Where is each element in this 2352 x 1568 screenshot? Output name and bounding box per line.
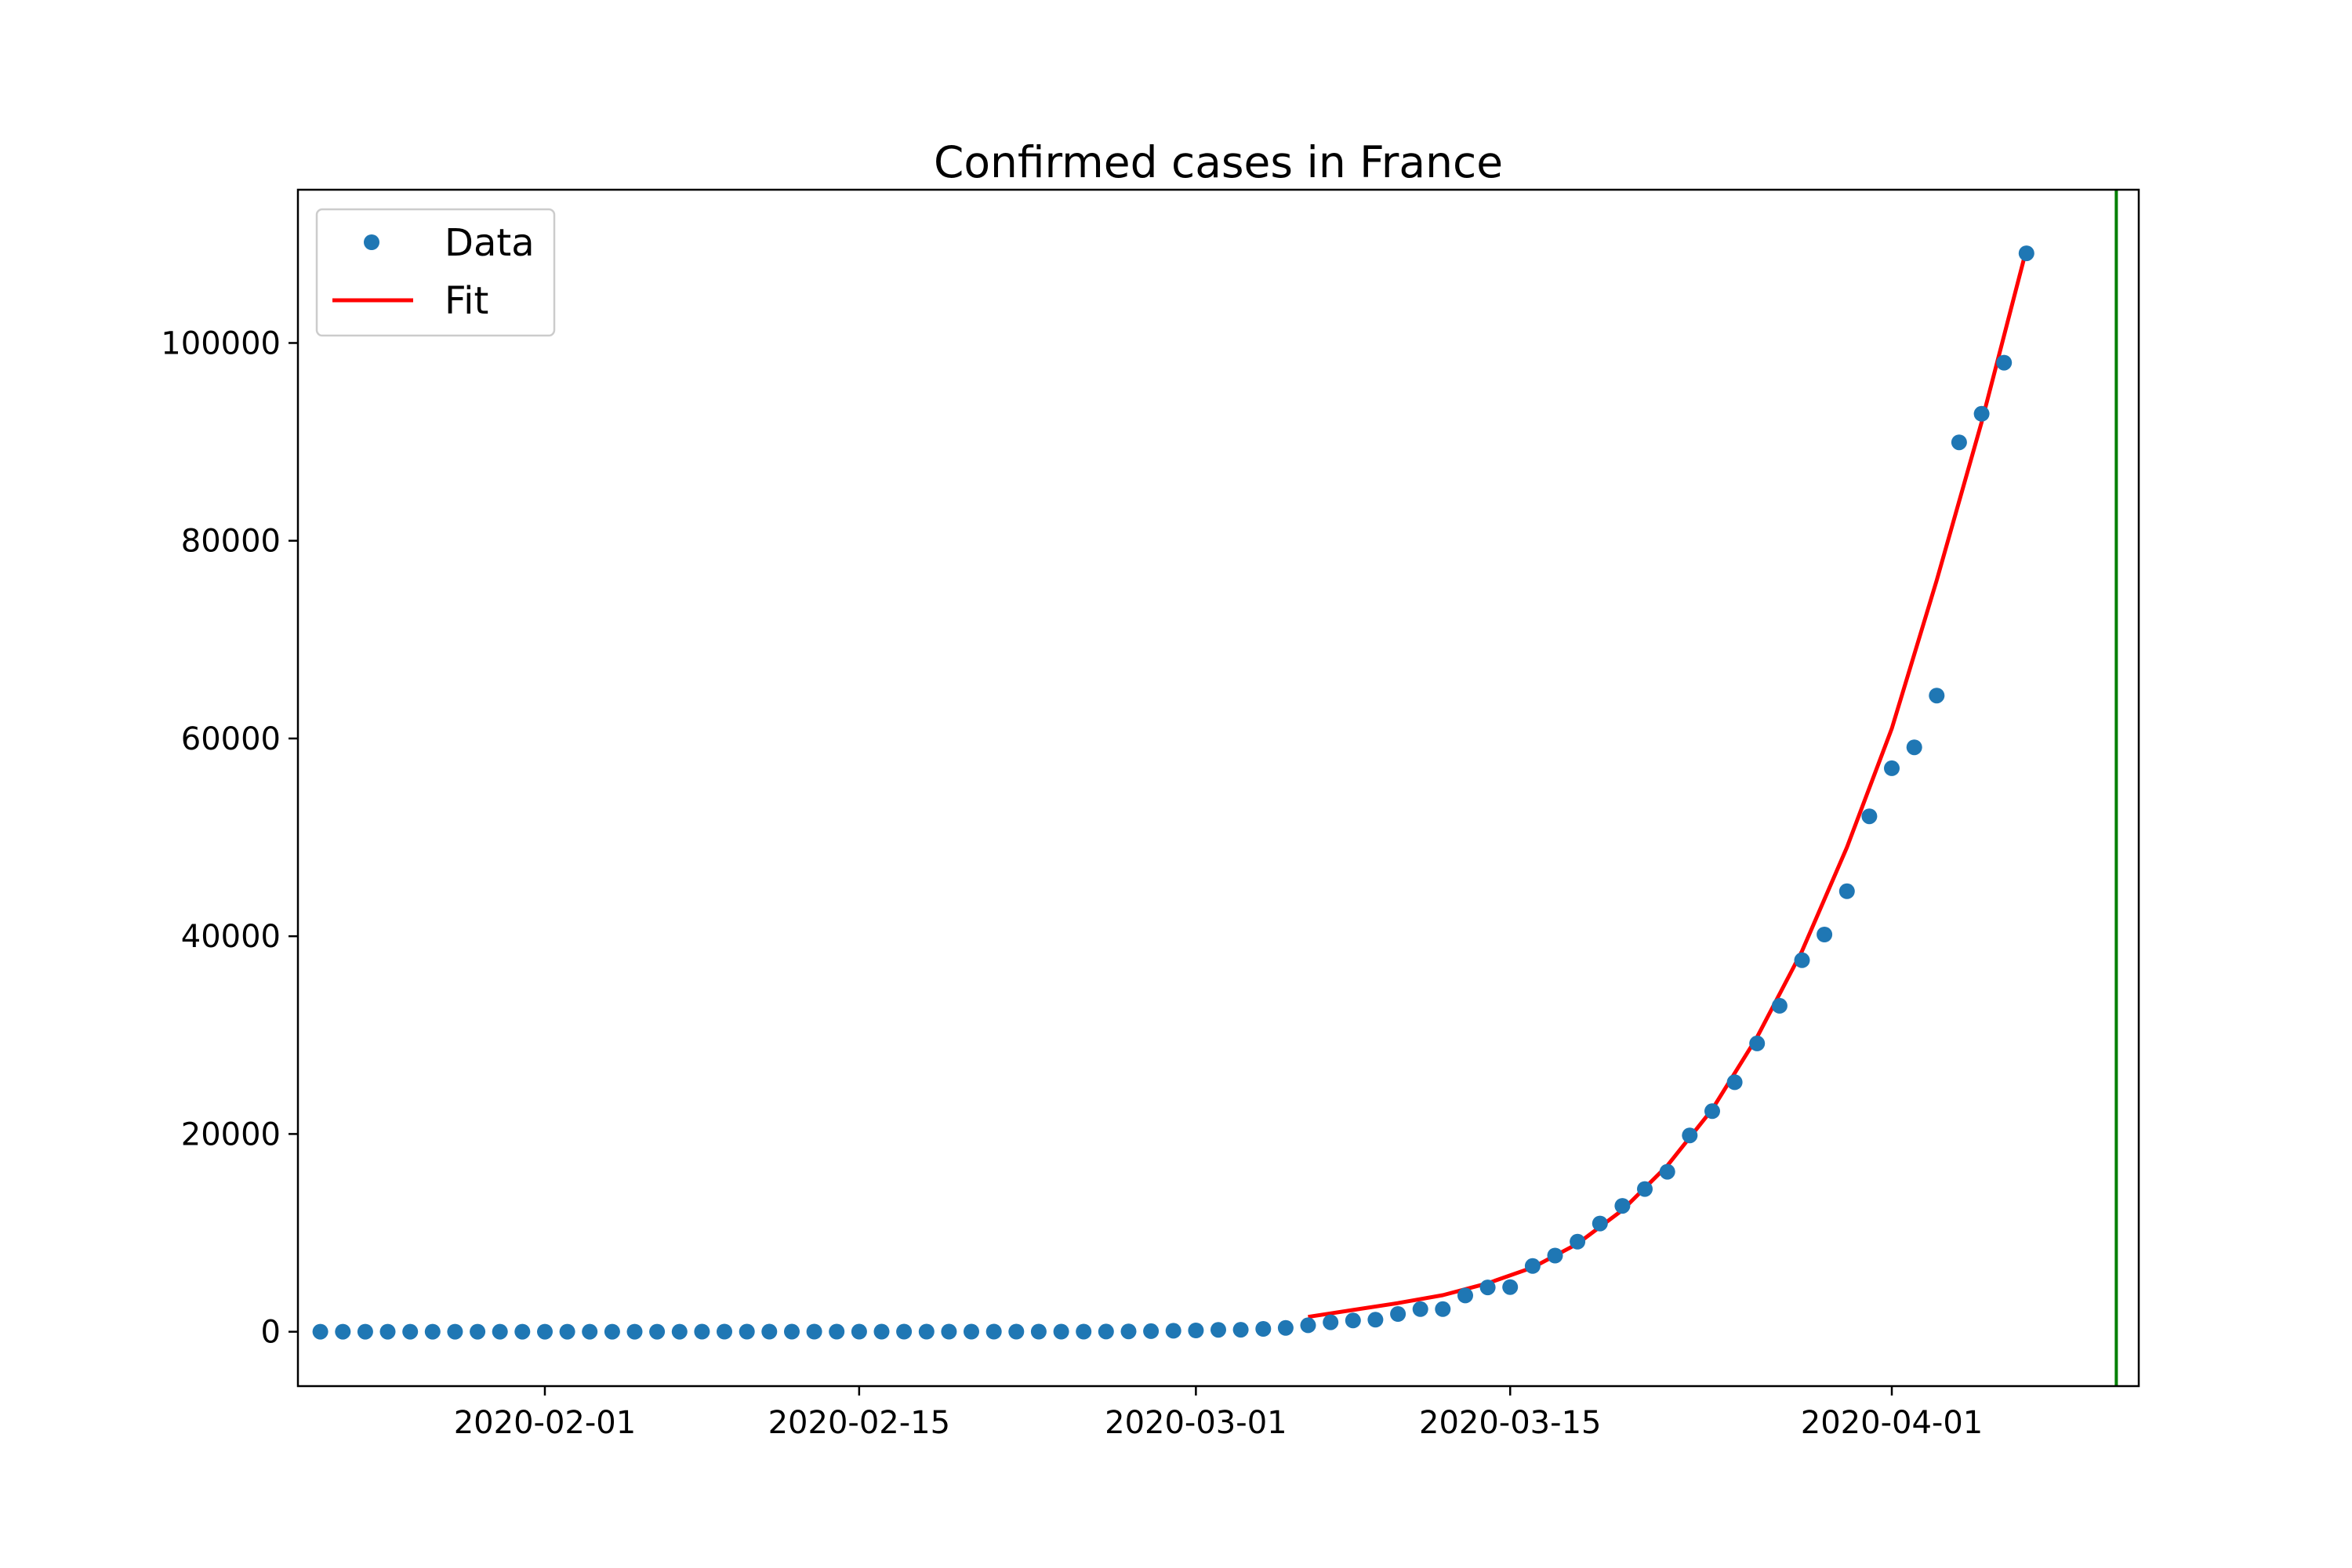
data-point: [1008, 1323, 1025, 1340]
data-point: [964, 1323, 979, 1340]
data-point: [1996, 354, 2013, 371]
data-point: [671, 1323, 688, 1340]
x-tick-label: 2020-04-01: [1801, 1405, 1983, 1441]
data-point: [739, 1323, 755, 1340]
data-point: [918, 1323, 935, 1340]
data-point: [784, 1323, 800, 1340]
data-point: [1188, 1323, 1204, 1338]
data-point: [1771, 997, 1788, 1014]
data-point: [1524, 1258, 1541, 1274]
data-point: [1659, 1163, 1675, 1180]
data-point: [1973, 405, 1990, 422]
data-point: [1929, 688, 1945, 704]
data-point: [1502, 1279, 1519, 1295]
data-point: [806, 1323, 822, 1340]
data-point: [1165, 1323, 1181, 1339]
x-tick-label: 2020-02-01: [454, 1405, 636, 1441]
data-point: [312, 1323, 328, 1340]
data-point: [985, 1323, 1002, 1340]
data-point: [1323, 1314, 1339, 1330]
data-point: [1884, 760, 1900, 776]
data-point: [1704, 1103, 1720, 1120]
axes: 2020-02-01 2020-02-15 2020-03-01 2020-03-15…: [161, 188, 2140, 1441]
data-point: [447, 1323, 463, 1340]
data-point: [1951, 434, 1967, 451]
data-point: [1053, 1323, 1069, 1340]
data-point: [1076, 1323, 1092, 1340]
data-point: [604, 1323, 620, 1340]
data-point: [1614, 1198, 1631, 1214]
data-point: [1794, 952, 1810, 968]
y-tick-label: 20000: [181, 1116, 281, 1152]
data-point: [1838, 883, 1855, 899]
data-point: [1232, 1322, 1249, 1338]
legend-label-fit: Fit: [445, 279, 488, 323]
data-point: [1749, 1035, 1766, 1051]
data-point: [1143, 1323, 1160, 1339]
data-point: [626, 1323, 643, 1340]
data-point: [1367, 1312, 1384, 1328]
data-point: [2018, 245, 2034, 262]
data-point: [717, 1323, 732, 1340]
data-point: [896, 1323, 913, 1340]
data-point: [1300, 1317, 1316, 1334]
data-point: [379, 1323, 396, 1340]
data-point: [1255, 1321, 1272, 1337]
data-point: [1726, 1074, 1743, 1091]
legend-marker-data: [364, 234, 379, 250]
data-point: [1120, 1323, 1137, 1340]
data-point: [1479, 1279, 1496, 1296]
data-point: [1098, 1323, 1114, 1340]
y-tick-label: 60000: [181, 721, 281, 757]
y-tick-label: 100000: [161, 325, 281, 361]
plot-area: [312, 190, 2118, 1386]
data-point: [829, 1323, 845, 1340]
x-tick-label: 2020-03-01: [1105, 1405, 1287, 1441]
x-tick-label: 2020-03-15: [1419, 1405, 1601, 1441]
data-point: [424, 1323, 441, 1340]
data-point: [514, 1323, 531, 1340]
data-point: [1030, 1323, 1047, 1340]
data-point: [694, 1323, 710, 1340]
data-point: [1435, 1301, 1451, 1317]
legend: Data Fit: [315, 208, 556, 337]
data-point: [1861, 808, 1878, 825]
fit-line: [1308, 249, 2029, 1319]
data-point: [1906, 739, 1922, 756]
axes-frame: [296, 188, 2140, 1388]
data-point: [1390, 1306, 1406, 1322]
data-point: [1277, 1319, 1294, 1336]
data-point: [1210, 1322, 1226, 1338]
data-point: [1547, 1247, 1563, 1264]
data-point: [1570, 1233, 1586, 1250]
chart-title: Confirmed cases in France: [934, 137, 1503, 187]
data-point: [1412, 1301, 1428, 1317]
data-point: [1637, 1181, 1653, 1197]
data-point: [402, 1323, 419, 1340]
data-point: [1682, 1127, 1698, 1144]
legend-label-data: Data: [445, 221, 535, 265]
data-point: [470, 1323, 486, 1340]
y-tick-label: 0: [261, 1315, 281, 1351]
data-point: [873, 1323, 890, 1340]
data-point: [492, 1323, 508, 1340]
data-point: [1345, 1312, 1361, 1329]
data-point: [537, 1323, 553, 1340]
data-point: [1457, 1287, 1473, 1304]
data-point: [582, 1323, 598, 1340]
data-point: [1592, 1215, 1608, 1232]
data-point: [559, 1323, 575, 1340]
data-point: [1817, 927, 1833, 942]
y-tick-label: 80000: [181, 524, 281, 560]
data-point: [649, 1323, 666, 1340]
data-point: [761, 1323, 778, 1340]
data-point: [851, 1323, 867, 1340]
data-point: [941, 1323, 957, 1340]
data-point: [357, 1323, 373, 1340]
x-tick-label: 2020-02-15: [768, 1405, 950, 1441]
y-tick-label: 40000: [181, 919, 281, 955]
data-point: [335, 1323, 351, 1340]
